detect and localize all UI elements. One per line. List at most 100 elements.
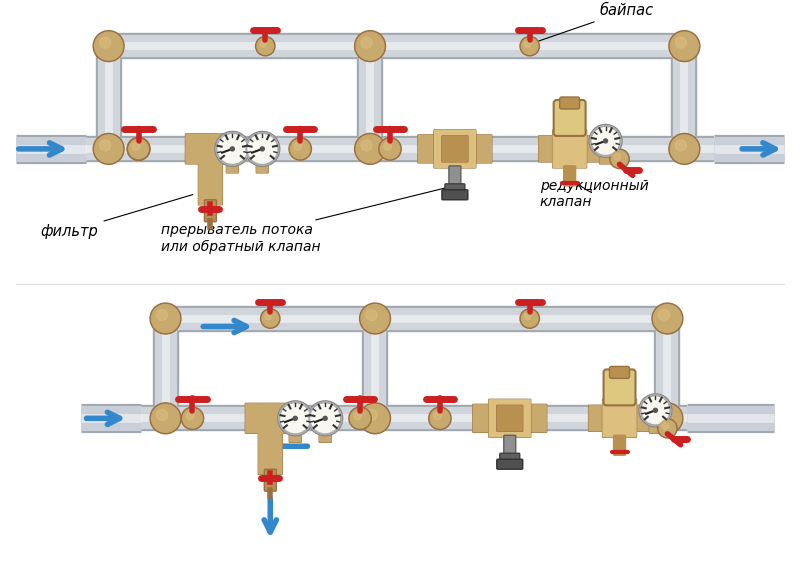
Circle shape <box>357 396 363 402</box>
Circle shape <box>245 131 280 166</box>
Circle shape <box>361 305 389 332</box>
Circle shape <box>675 140 686 151</box>
FancyBboxPatch shape <box>257 161 268 173</box>
Circle shape <box>151 305 179 332</box>
Circle shape <box>298 126 303 132</box>
FancyBboxPatch shape <box>584 136 600 161</box>
FancyBboxPatch shape <box>599 152 611 164</box>
Circle shape <box>366 310 377 320</box>
Circle shape <box>434 412 442 420</box>
FancyBboxPatch shape <box>610 366 630 379</box>
FancyBboxPatch shape <box>198 158 222 205</box>
FancyBboxPatch shape <box>497 405 522 431</box>
Circle shape <box>614 153 621 160</box>
Circle shape <box>498 407 522 430</box>
Circle shape <box>611 151 628 167</box>
Circle shape <box>378 138 402 160</box>
FancyBboxPatch shape <box>227 161 238 173</box>
Circle shape <box>384 143 391 151</box>
Circle shape <box>294 143 302 151</box>
Circle shape <box>670 32 698 60</box>
Circle shape <box>186 412 194 420</box>
Circle shape <box>93 31 124 62</box>
Circle shape <box>448 143 456 151</box>
FancyBboxPatch shape <box>589 405 606 431</box>
FancyBboxPatch shape <box>603 370 635 405</box>
Circle shape <box>279 402 311 434</box>
FancyBboxPatch shape <box>564 166 576 186</box>
FancyBboxPatch shape <box>634 406 650 431</box>
Circle shape <box>260 41 266 48</box>
Circle shape <box>350 409 370 428</box>
FancyBboxPatch shape <box>258 427 282 474</box>
Circle shape <box>654 408 658 413</box>
Circle shape <box>603 139 607 143</box>
FancyBboxPatch shape <box>474 405 492 432</box>
FancyBboxPatch shape <box>434 130 475 168</box>
FancyBboxPatch shape <box>320 431 330 442</box>
Circle shape <box>216 133 248 165</box>
Circle shape <box>150 303 181 334</box>
Circle shape <box>524 41 531 48</box>
Circle shape <box>290 139 310 158</box>
FancyBboxPatch shape <box>442 136 467 161</box>
Circle shape <box>589 125 622 157</box>
Circle shape <box>361 140 372 151</box>
FancyBboxPatch shape <box>489 400 530 438</box>
Circle shape <box>349 407 371 430</box>
Circle shape <box>261 309 280 328</box>
Circle shape <box>135 126 142 132</box>
FancyBboxPatch shape <box>449 166 461 190</box>
Circle shape <box>157 409 168 421</box>
Circle shape <box>190 396 195 402</box>
Circle shape <box>255 36 275 56</box>
Circle shape <box>278 401 313 436</box>
Circle shape <box>659 420 676 436</box>
Circle shape <box>129 139 149 159</box>
FancyBboxPatch shape <box>589 406 605 431</box>
Circle shape <box>641 396 670 425</box>
Circle shape <box>662 423 669 430</box>
Circle shape <box>590 126 621 156</box>
Circle shape <box>127 138 150 160</box>
FancyBboxPatch shape <box>226 161 238 173</box>
Circle shape <box>289 138 311 160</box>
Circle shape <box>522 310 538 327</box>
Circle shape <box>658 409 670 421</box>
FancyBboxPatch shape <box>442 190 468 200</box>
Circle shape <box>279 402 311 434</box>
Circle shape <box>132 143 140 151</box>
Circle shape <box>323 417 327 421</box>
Circle shape <box>132 143 140 151</box>
Circle shape <box>294 417 298 421</box>
Circle shape <box>380 139 400 158</box>
Circle shape <box>652 403 683 434</box>
Circle shape <box>129 139 148 158</box>
Circle shape <box>366 409 377 421</box>
Circle shape <box>260 147 264 151</box>
Circle shape <box>658 310 670 320</box>
Circle shape <box>669 134 700 164</box>
Circle shape <box>99 37 110 48</box>
FancyBboxPatch shape <box>650 422 661 433</box>
Circle shape <box>445 139 465 159</box>
Circle shape <box>230 147 234 151</box>
FancyBboxPatch shape <box>205 200 216 222</box>
FancyBboxPatch shape <box>504 435 516 459</box>
Circle shape <box>500 408 520 428</box>
FancyBboxPatch shape <box>290 431 301 442</box>
FancyBboxPatch shape <box>473 404 493 432</box>
Circle shape <box>246 133 278 165</box>
FancyBboxPatch shape <box>527 405 546 432</box>
Circle shape <box>215 131 250 166</box>
Circle shape <box>658 419 677 438</box>
Circle shape <box>520 36 539 56</box>
FancyBboxPatch shape <box>246 404 294 433</box>
FancyBboxPatch shape <box>554 100 586 136</box>
Circle shape <box>443 138 466 160</box>
Circle shape <box>654 404 682 432</box>
Circle shape <box>354 134 386 164</box>
FancyBboxPatch shape <box>602 400 637 438</box>
FancyBboxPatch shape <box>418 135 438 163</box>
Circle shape <box>359 403 390 434</box>
